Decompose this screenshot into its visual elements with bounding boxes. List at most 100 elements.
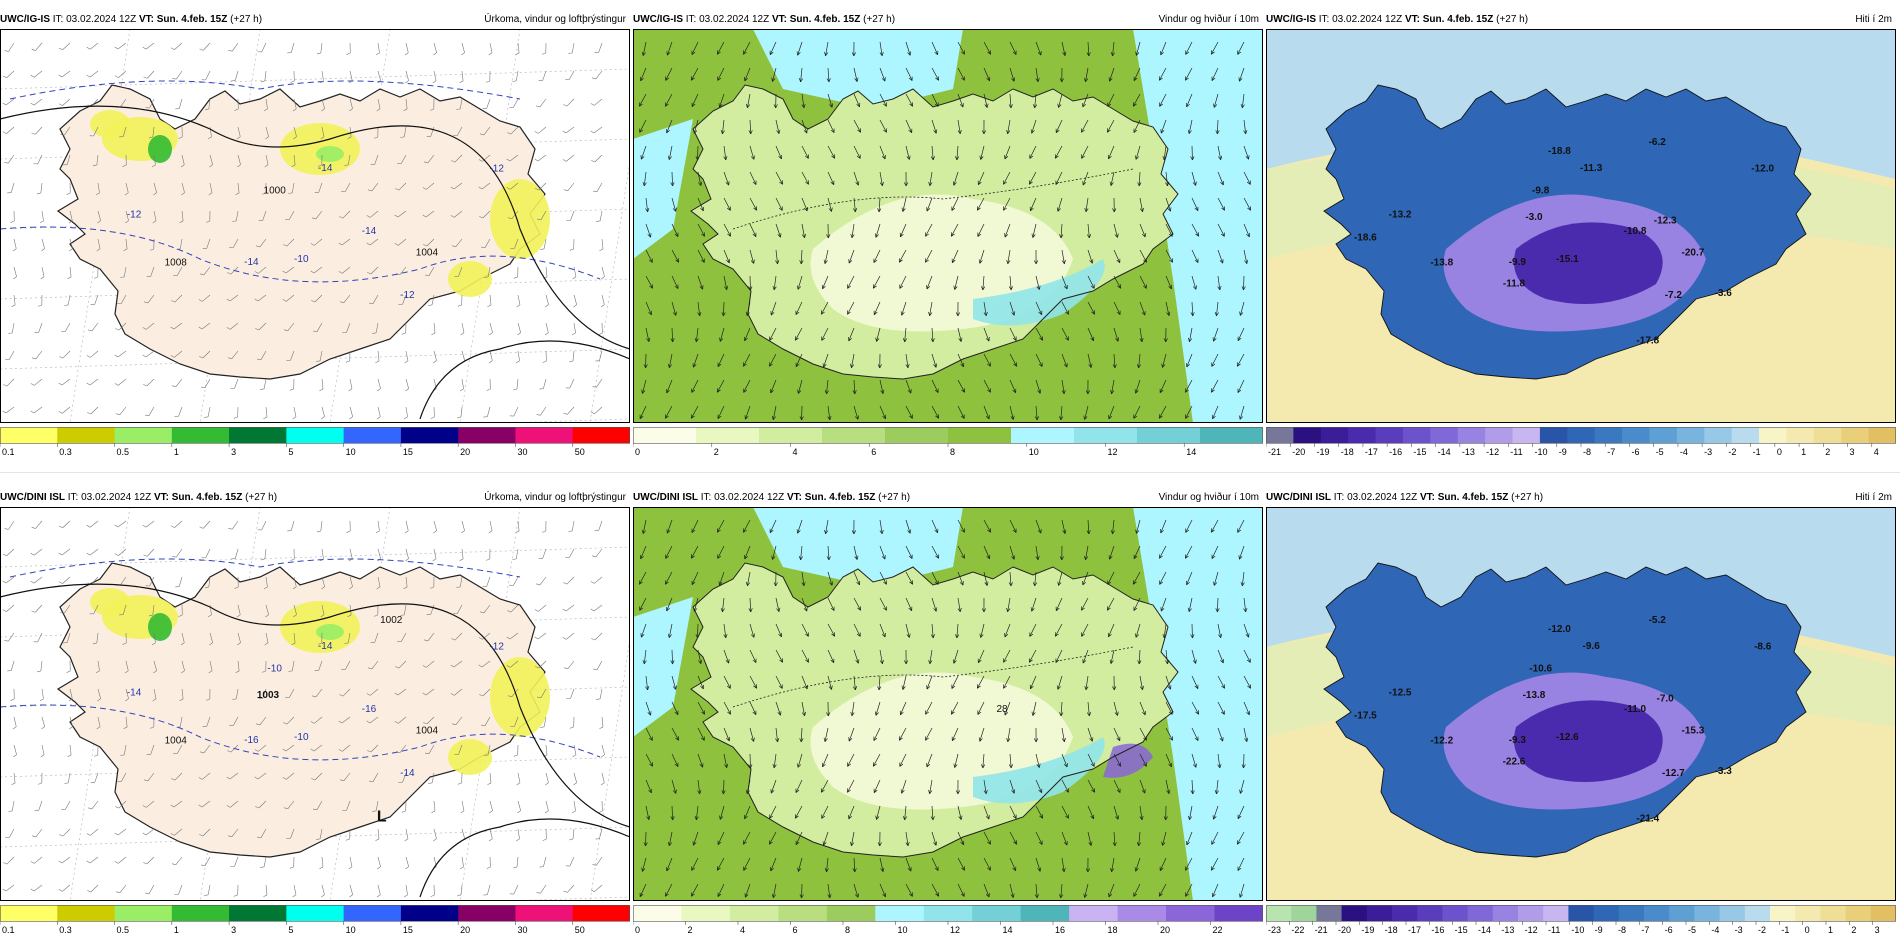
model-name: UWC/DINI ISL — [633, 492, 698, 503]
colorbar-swatch — [1567, 427, 1596, 443]
colorbar-tick-label: 0.3 — [59, 925, 72, 935]
colorbar-tick-label: 15 — [403, 925, 413, 935]
panel-header: UWC/DINI ISL IT: 03.02.2024 12Z VT: Sun.… — [633, 491, 1263, 505]
map-value-label: -11.8 — [1503, 278, 1526, 289]
init-time: 03.02.2024 12Z — [81, 492, 152, 503]
colorbar-tick-label: 0.1 — [2, 447, 15, 457]
vt-label: VT: — [786, 492, 802, 503]
map-area[interactable]: -10.8 -9.9 -11.3 -7.2 -13.2 -12.0 -15.1 -9.8 -20… — [1266, 29, 1896, 423]
lead-time: (+27 h) — [863, 14, 896, 25]
map-value-label: -16 — [244, 735, 259, 746]
map-area[interactable]: -16 -16 -14 -14 -14 -12 -10 -10 1004 1004 1002 L 100… — [0, 507, 630, 901]
map-value-label: -12 — [127, 209, 142, 220]
colorbar-swatch — [826, 905, 876, 921]
colorbar-swatch — [1770, 905, 1796, 921]
map-value-label: 1004 — [416, 247, 439, 258]
colorbar-swatch — [1543, 905, 1569, 921]
colorbar-tick-label: -3 — [1735, 925, 1743, 935]
wind-arrows — [639, 41, 1251, 421]
panel-header: UWC/DINI ISL IT: 03.02.2024 12Z VT: Sun.… — [1266, 491, 1896, 505]
colorbar-swatch — [1841, 427, 1870, 443]
colorbar-swatch — [1870, 905, 1896, 921]
colorbar-swatch — [515, 427, 574, 443]
panel-igis-wind: UWC/IG-IS IT: 03.02.2024 12Z VT: Sun. 4.… — [633, 13, 1263, 468]
map-area[interactable]: -11.0 -9.3 -9.6 -12.7 -12.5 -8.6 -12.6 -10.6 -15… — [1266, 507, 1896, 901]
colorbar-swatch — [1813, 427, 1842, 443]
map-value-label: -11.0 — [1624, 704, 1647, 715]
colorbar-tick-label: -4 — [1711, 925, 1719, 935]
colorbar-tick-label: 5 — [288, 447, 293, 457]
colorbar-swatch — [875, 905, 925, 921]
map-area[interactable]: -14 -14 -14 -12 -12 -12 -10 1000 1004 1008 — [0, 29, 630, 423]
colorbar-swatch — [1649, 427, 1678, 443]
iceland-coastline — [690, 562, 1179, 858]
panel-igis-temp: UWC/IG-IS IT: 03.02.2024 12Z VT: Sun. 4.… — [1266, 13, 1896, 468]
map-value-label: -12.0 — [1548, 624, 1571, 635]
colorbar-swatch — [1020, 905, 1070, 921]
colorbar-swatch — [1366, 905, 1393, 921]
colorbar-tick-label: -17 — [1408, 925, 1421, 935]
colorbar-tick-label: -20 — [1338, 925, 1351, 935]
map-value-label: 1008 — [165, 257, 188, 268]
map-value-label: -9.6 — [1583, 641, 1601, 652]
map-value-label: -18.6 — [1354, 233, 1377, 244]
init-time: 03.02.2024 12Z — [699, 14, 770, 25]
lead-time: (+27 h) — [1496, 14, 1529, 25]
map-value-label: -22.6 — [1503, 756, 1526, 767]
init-time: 03.02.2024 12Z — [1347, 492, 1418, 503]
lead-time: (+27 h) — [230, 14, 263, 25]
map-value-label: -20.7 — [1682, 247, 1705, 258]
colorbar-tick-label: -18 — [1341, 447, 1354, 457]
colorbar-tick-label: 0 — [635, 925, 640, 935]
colorbar-swatch — [400, 427, 459, 443]
map-labels: -16 -16 -14 -14 -14 -12 -10 -10 1004 1004 1002 L 100… — [127, 615, 504, 826]
colorbar-swatch — [1820, 905, 1847, 921]
map-value-label: -13.8 — [1430, 257, 1453, 268]
colorbar-swatch — [1117, 905, 1167, 921]
colorbar-tick-label: 1 — [174, 925, 179, 935]
colorbar-tick-label: 50 — [575, 925, 585, 935]
model-name: UWC/DINI ISL — [0, 492, 65, 503]
colorbar-swatch — [1200, 427, 1263, 443]
panel-dini-temp: UWC/DINI ISL IT: 03.02.2024 12Z VT: Sun.… — [1266, 491, 1896, 946]
map-area[interactable] — [633, 29, 1263, 423]
map-area[interactable]: 28 — [633, 507, 1263, 901]
vt-label: VT: — [138, 14, 154, 25]
map-frame — [1266, 507, 1896, 901]
map-labels: 28 — [996, 704, 1008, 715]
colorbar-tick-label: 3 — [231, 447, 236, 457]
valid-time: Sun. 4.feb. 15Z — [156, 14, 228, 25]
map-labels: -11.0 -9.3 -9.6 -12.7 -12.5 -8.6 -12.6 -10.6 -15… — [1354, 615, 1772, 825]
colorbar-tick-label: -21 — [1315, 925, 1328, 935]
isobars — [0, 583, 630, 898]
map-value-label: -3.0 — [1525, 212, 1543, 223]
colorbar-swatch — [1744, 905, 1771, 921]
colorbar-tick-label: -2 — [1728, 447, 1736, 457]
colorbar: -21 -20 -19 -18 -17 -16 -15 -14 -13 -12 -11 -10 -9 -8… — [1266, 427, 1896, 461]
colorbar-swatch — [1759, 427, 1787, 443]
panel-title: Vindur og hviður í 10m — [1158, 492, 1259, 503]
map-value-label: 1002 — [380, 615, 403, 626]
colorbar-swatch — [1137, 427, 1201, 443]
colorbar-swatch — [1622, 427, 1650, 443]
colorbar-swatch — [286, 427, 345, 443]
colorbar-swatch — [1316, 905, 1343, 921]
colorbar-swatch — [458, 427, 516, 443]
coldest-region — [1514, 700, 1663, 782]
colorbar-tick-label: 30 — [517, 925, 527, 935]
row-divider — [0, 472, 1900, 473]
colorbar-tick-label: -1 — [1753, 447, 1761, 457]
colorbar-swatch — [1402, 427, 1431, 443]
vt-label: VT: — [1419, 492, 1435, 503]
colorbar-swatch — [1492, 905, 1519, 921]
vt-label: VT: — [1404, 14, 1420, 25]
coldest-region — [1514, 222, 1663, 304]
colorbar-tick-label: 0.1 — [2, 925, 15, 935]
colorbar-tick-label: -7 — [1607, 447, 1615, 457]
colorbar-swatch — [1512, 427, 1541, 443]
colorbar-tick-label: -4 — [1680, 447, 1688, 457]
colorbar-swatch — [1795, 905, 1821, 921]
colorbar-tick-label: -15 — [1413, 447, 1426, 457]
it-label: IT: — [52, 14, 64, 25]
map-value-label: 1004 — [165, 735, 188, 746]
